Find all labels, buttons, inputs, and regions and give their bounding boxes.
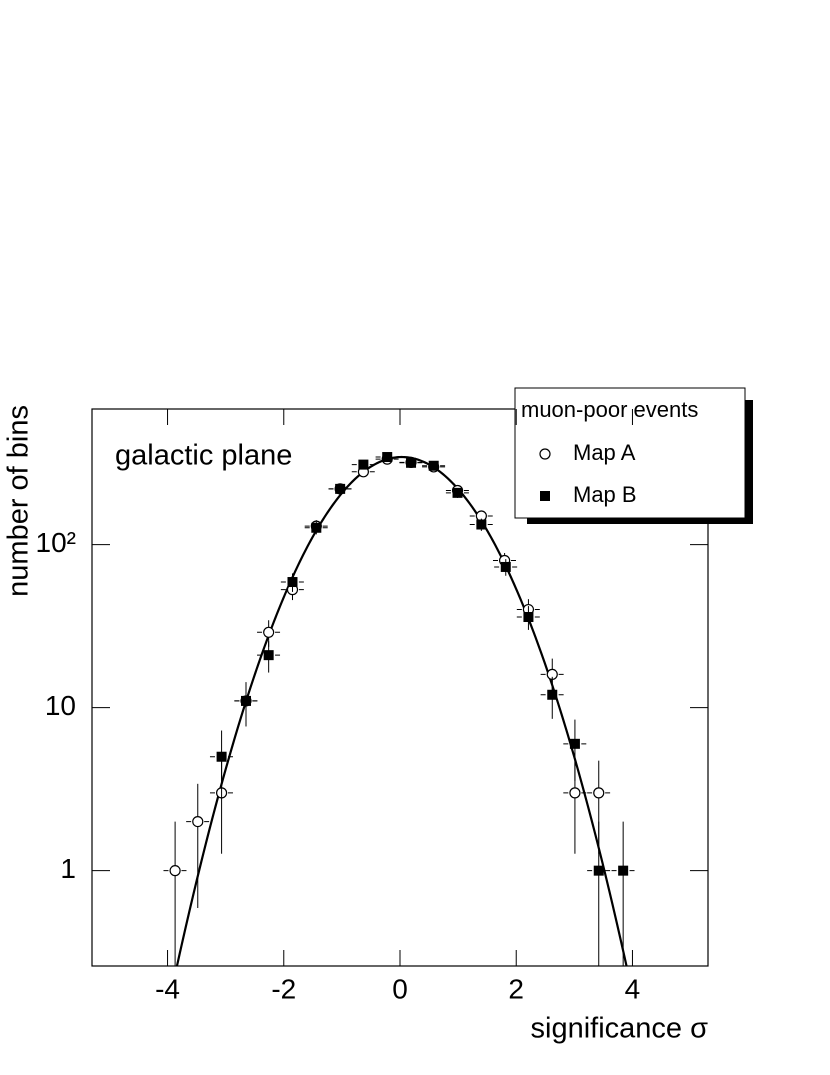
legend-marker — [539, 448, 551, 460]
data-point — [523, 611, 534, 622]
data-point — [287, 577, 298, 588]
annotation: galactic plane — [115, 440, 292, 472]
x-tick-label: -4 — [155, 973, 180, 1004]
data-point — [263, 626, 275, 638]
legend-label: Map A — [573, 440, 636, 465]
data-point — [500, 561, 511, 572]
data-point — [618, 865, 629, 876]
data-point — [569, 738, 580, 749]
data-point — [382, 452, 393, 463]
legend-marker — [540, 491, 550, 501]
data-point — [216, 751, 227, 762]
data-point — [428, 460, 439, 471]
x-tick-label: 2 — [508, 973, 524, 1004]
data-point — [192, 815, 204, 828]
plot-area — [163, 452, 635, 966]
data-point — [169, 865, 181, 877]
legend-box — [514, 387, 746, 519]
y-axis-title: number of bins — [3, 405, 35, 597]
y-tick-label: 10² — [36, 527, 76, 558]
x-axis-title: significance σ — [531, 1013, 709, 1045]
data-point — [263, 650, 274, 661]
y-tick-label: 10 — [45, 690, 76, 721]
x-tick-label: -2 — [271, 973, 296, 1004]
fit-curve — [175, 455, 628, 966]
x-tick-label: 4 — [625, 973, 641, 1004]
legend-label: Map B — [573, 482, 637, 507]
data-point — [406, 457, 417, 468]
data-point — [569, 787, 581, 799]
data-point — [335, 483, 346, 494]
legend-title: muon-poor events — [521, 397, 698, 422]
data-point — [452, 487, 463, 498]
data-point — [241, 695, 251, 706]
data-point — [476, 519, 487, 530]
data-point — [311, 522, 322, 533]
data-point — [547, 689, 558, 700]
data-point — [358, 459, 369, 470]
data-point — [593, 865, 604, 876]
data-point — [593, 787, 605, 799]
legend: muon-poor events Map A Map B — [514, 387, 753, 524]
x-tick-label: 0 — [392, 973, 408, 1004]
y-tick-label: 1 — [60, 853, 76, 884]
